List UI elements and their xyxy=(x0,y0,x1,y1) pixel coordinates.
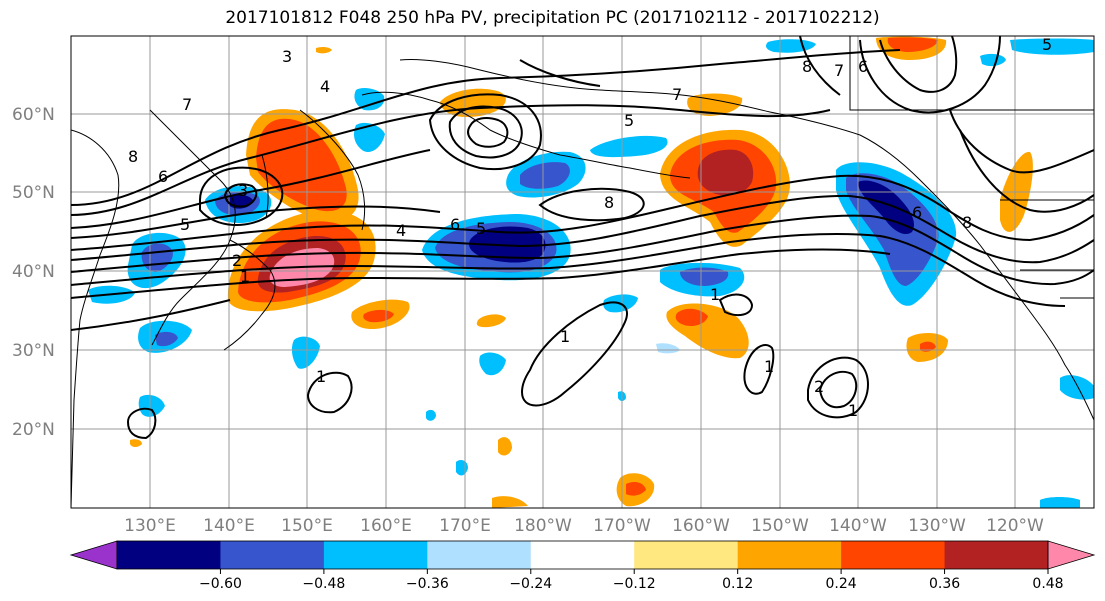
lat-label: 50°N xyxy=(12,183,55,203)
colorbar-tick-label: 0.36 xyxy=(929,576,960,592)
lat-label: 30°N xyxy=(12,341,55,361)
map-title: 2017101812 F048 250 hPa PV, precipitatio… xyxy=(225,8,880,28)
lon-label: 120°W xyxy=(986,516,1044,536)
lon-label: 160°E xyxy=(360,516,412,536)
colorbar-segment xyxy=(530,541,635,569)
contour-label: 6 xyxy=(912,203,922,222)
lon-label: 140°E xyxy=(203,516,255,536)
contour-label: 1 xyxy=(316,367,326,386)
contour-label: 1 xyxy=(710,285,720,304)
lon-label: 170°E xyxy=(439,516,491,536)
contour-label: 4 xyxy=(320,77,330,96)
lon-label: 160°W xyxy=(672,516,730,536)
longitude-labels: 130°E 140°E 150°E 160°E 170°E 180°W 170°… xyxy=(124,516,1044,536)
lon-label: 150°E xyxy=(281,516,333,536)
contour-label: 6 xyxy=(858,57,868,76)
contour-labels: 7 8 6 5 4 3 2 1 5 4 3 6 5 8 7 6 8 8 7 6 … xyxy=(128,35,1052,420)
colorbar-extend-low xyxy=(69,540,118,570)
contour-label: 1 xyxy=(764,357,774,376)
colorbar-tick-label: 0.48 xyxy=(1032,576,1063,592)
contour-label: 8 xyxy=(604,193,614,212)
lon-label: 150°W xyxy=(751,516,809,536)
map-frame xyxy=(70,35,1095,509)
graticule xyxy=(71,36,1094,508)
contour-label: 1 xyxy=(848,401,858,420)
colorbar-tick-label: −0.12 xyxy=(613,576,656,592)
lat-label: 60°N xyxy=(12,105,55,125)
contour-label: 5 xyxy=(476,219,486,238)
contour-label: 3 xyxy=(238,181,248,200)
colorbar-segment xyxy=(323,541,428,569)
colorbar-frame xyxy=(116,540,1049,570)
contour-label: 7 xyxy=(834,61,844,80)
colorbar-segment xyxy=(944,541,1049,569)
latitude-labels: 60°N 50°N 40°N 30°N 20°N xyxy=(12,105,55,440)
contour-label: 1 xyxy=(560,327,570,346)
colorbar-tick-label: 0.12 xyxy=(722,576,753,592)
contour-label: 6 xyxy=(158,167,168,186)
contour-label: 2 xyxy=(232,251,242,270)
colorbar-segment xyxy=(634,541,739,569)
contour-label: 6 xyxy=(450,215,460,234)
colorbar-segment xyxy=(427,541,532,569)
colorbar-segment xyxy=(117,541,221,569)
contour-label: 4 xyxy=(396,221,406,240)
colorbar-tick-label: −0.60 xyxy=(199,576,242,592)
colorbar-tick-label: −0.36 xyxy=(406,576,449,592)
contour-label: 8 xyxy=(128,147,138,166)
lon-label: 140°W xyxy=(829,516,887,536)
contour-label: 1 xyxy=(240,267,250,286)
colorbar-extend-high xyxy=(1047,540,1096,570)
contour-label: 5 xyxy=(1042,35,1052,54)
contour-label: 5 xyxy=(624,111,634,130)
contour-label: 5 xyxy=(180,215,190,234)
pv-contours xyxy=(71,36,1094,440)
lon-label: 130°E xyxy=(124,516,176,536)
lat-label: 20°N xyxy=(12,420,55,440)
colorbar-segment xyxy=(220,541,325,569)
contour-label: 3 xyxy=(282,47,292,66)
colorbar-tick-label: −0.48 xyxy=(302,576,345,592)
precip-shading xyxy=(88,36,1094,508)
contour-label: 7 xyxy=(672,85,682,104)
contour-label: 8 xyxy=(962,213,972,232)
lon-label: 180°W xyxy=(514,516,572,536)
colorbar-tick-label: 0.24 xyxy=(826,576,857,592)
lon-label: 170°W xyxy=(593,516,651,536)
contour-label: 8 xyxy=(802,57,812,76)
colorbar: −0.60 −0.48 −0.36 −0.24 −0.12 0.12 0.24 0.36 0.4… xyxy=(69,540,1096,592)
colorbar-segment xyxy=(737,541,842,569)
lat-label: 40°N xyxy=(12,262,55,282)
contour-label: 7 xyxy=(182,95,192,114)
lon-label: 130°W xyxy=(908,516,966,536)
colorbar-tick-label: −0.24 xyxy=(509,576,552,592)
contour-label: 2 xyxy=(814,377,824,396)
colorbar-segment xyxy=(841,541,946,569)
